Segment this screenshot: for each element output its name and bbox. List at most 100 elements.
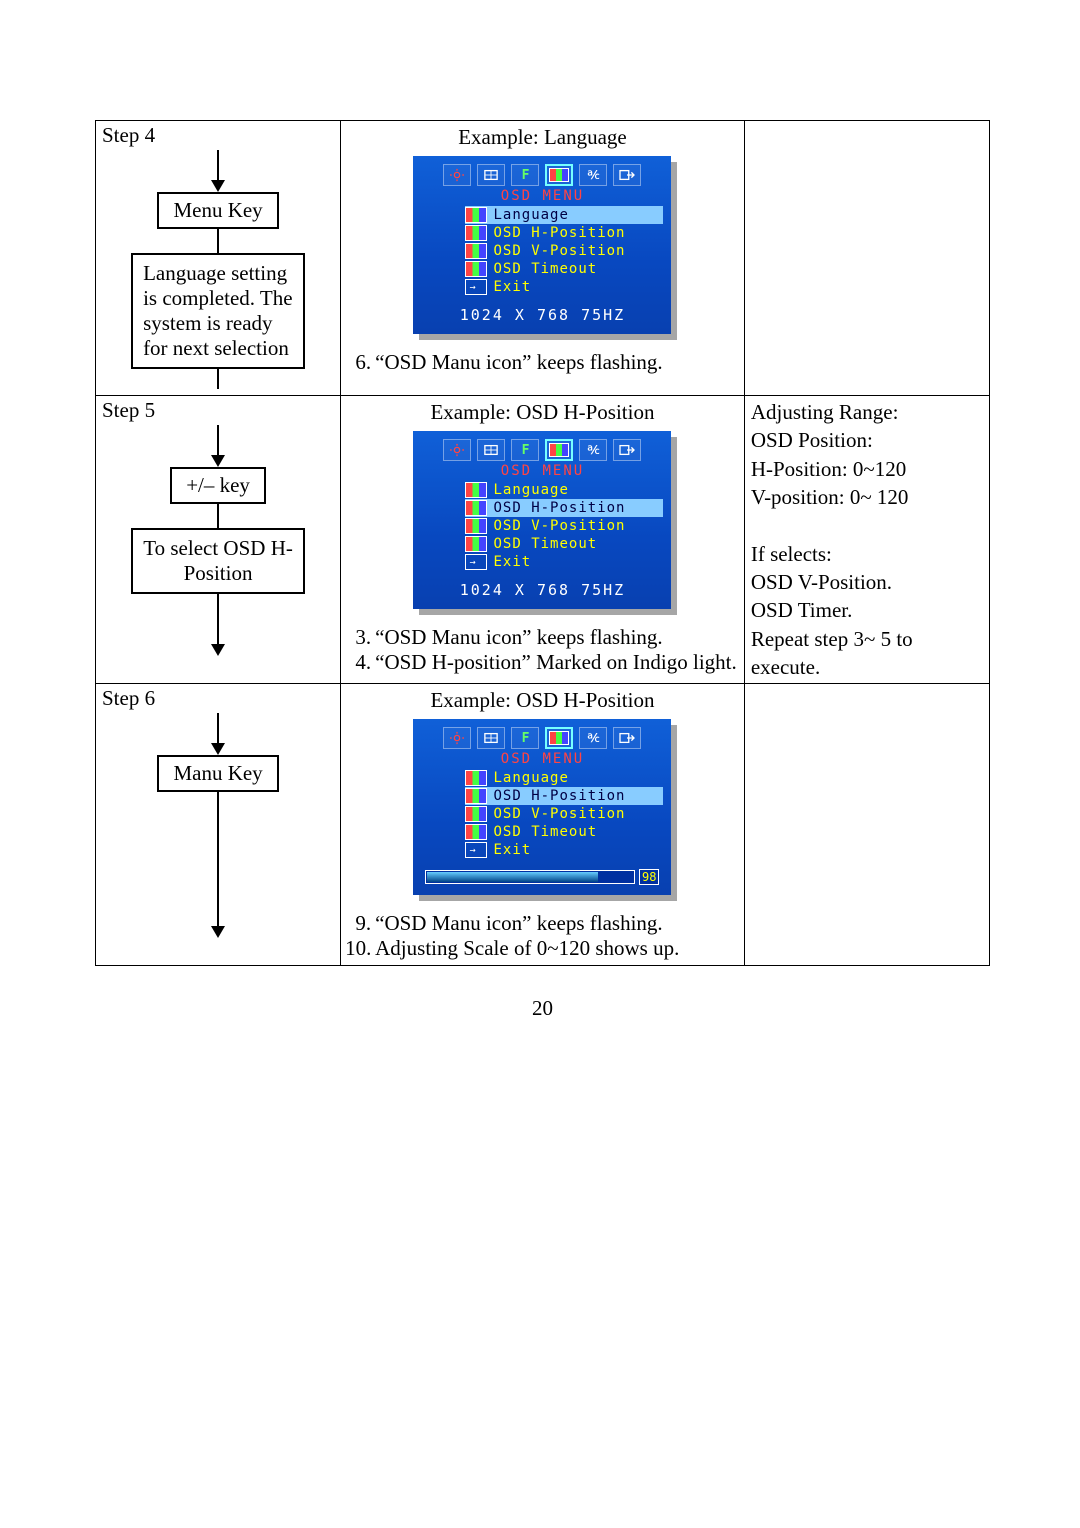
step-label: Step 5 bbox=[102, 398, 334, 423]
osd-top-icon-percent: ℀ bbox=[579, 439, 607, 461]
osd-icon bbox=[465, 824, 487, 840]
osd-item-label: OSD V-Position bbox=[493, 242, 625, 260]
osd-menu-title: OSD MENU bbox=[421, 751, 663, 767]
osd-top-icon-percent: ℀ bbox=[579, 727, 607, 749]
osd-icon-bar: F℀ bbox=[421, 439, 663, 461]
osd-menu-item: Exit bbox=[465, 553, 663, 571]
osd-icon bbox=[465, 518, 487, 534]
osd-menu-item: OSD H-Position bbox=[465, 499, 663, 517]
osd-adjust-bar: 98 bbox=[425, 869, 659, 885]
flowchart: Menu Key Language setting is completed. … bbox=[102, 150, 334, 389]
table-row: Step 6 Manu Key Example: OSD H-Position … bbox=[96, 684, 990, 966]
step-label: Step 6 bbox=[102, 686, 334, 711]
osd-item-label: Language bbox=[493, 481, 568, 499]
osd-menu-item: OSD H-Position bbox=[465, 224, 663, 242]
osd-screenshot: F℀OSD MENULanguageOSD H-PositionOSD V-Po… bbox=[413, 156, 671, 334]
flowchart: +/– key To select OSD H-Position bbox=[102, 425, 334, 656]
example-notes: 3.“OSD Manu icon” keeps flashing.4.“OSD … bbox=[345, 625, 740, 675]
exit-icon bbox=[465, 554, 487, 570]
osd-top-icon-f: F bbox=[511, 164, 539, 186]
osd-menu-item: OSD Timeout bbox=[465, 260, 663, 278]
osd-top-icon-adjust bbox=[477, 439, 505, 461]
flow-key-box: Menu Key bbox=[157, 192, 278, 229]
osd-icon bbox=[465, 207, 487, 223]
right-notes: Adjusting Range:OSD Position:H-Position:… bbox=[745, 396, 989, 683]
osd-item-label: OSD V-Position bbox=[493, 805, 625, 823]
osd-icon bbox=[465, 225, 487, 241]
note-number: 3. bbox=[345, 625, 375, 650]
osd-icon bbox=[465, 500, 487, 516]
osd-top-icon-brightness bbox=[443, 439, 471, 461]
osd-top-icon-osd bbox=[545, 727, 573, 749]
osd-screenshot: F℀OSD MENULanguageOSD H-PositionOSD V-Po… bbox=[413, 431, 671, 609]
example-label: Example: OSD H-Position bbox=[347, 688, 738, 713]
osd-item-label: OSD H-Position bbox=[493, 787, 625, 805]
osd-menu-list: LanguageOSD H-PositionOSD V-PositionOSD … bbox=[421, 206, 663, 296]
note-number: 4. bbox=[345, 650, 375, 675]
osd-menu-item: Language bbox=[465, 206, 663, 224]
osd-top-icon-f: F bbox=[511, 439, 539, 461]
flow-desc-box: To select OSD H-Position bbox=[131, 528, 305, 594]
osd-icon-bar: F℀ bbox=[421, 164, 663, 186]
example-notes: 6.“OSD Manu icon” keeps flashing. bbox=[345, 350, 740, 375]
osd-item-label: OSD H-Position bbox=[493, 224, 625, 242]
osd-icon bbox=[465, 770, 487, 786]
example-label: Example: Language bbox=[347, 125, 738, 150]
osd-item-label: Exit bbox=[493, 841, 531, 859]
osd-top-icon-percent: ℀ bbox=[579, 164, 607, 186]
osd-icon bbox=[465, 788, 487, 804]
osd-icon bbox=[465, 482, 487, 498]
example-label: Example: OSD H-Position bbox=[347, 400, 738, 425]
right-notes bbox=[745, 684, 989, 716]
osd-menu-item: Exit bbox=[465, 841, 663, 859]
osd-top-icon-brightness bbox=[443, 164, 471, 186]
osd-menu-title: OSD MENU bbox=[421, 463, 663, 479]
table-row: Step 5 +/– key To select OSD H-Position … bbox=[96, 396, 990, 684]
flow-key-box: +/– key bbox=[170, 467, 266, 504]
osd-menu-item: OSD Timeout bbox=[465, 535, 663, 553]
osd-item-label: Language bbox=[493, 206, 568, 224]
note-text: “OSD Manu icon” keeps flashing. bbox=[375, 911, 740, 936]
osd-item-label: OSD H-Position bbox=[493, 499, 625, 517]
osd-icon-bar: F℀ bbox=[421, 727, 663, 749]
exit-icon bbox=[465, 279, 487, 295]
osd-item-label: OSD Timeout bbox=[493, 535, 597, 553]
osd-menu-item: OSD V-Position bbox=[465, 805, 663, 823]
osd-top-icon-adjust bbox=[477, 164, 505, 186]
osd-resolution: 1024 X 768 75HZ bbox=[421, 306, 663, 324]
osd-icon bbox=[465, 536, 487, 552]
osd-resolution: 1024 X 768 75HZ bbox=[421, 581, 663, 599]
osd-top-icon-f: F bbox=[511, 727, 539, 749]
osd-menu-item: OSD H-Position bbox=[465, 787, 663, 805]
osd-item-label: OSD Timeout bbox=[493, 823, 597, 841]
osd-icon bbox=[465, 243, 487, 259]
osd-icon bbox=[465, 806, 487, 822]
osd-menu-list: LanguageOSD H-PositionOSD V-PositionOSD … bbox=[421, 769, 663, 859]
note-number: 9. bbox=[345, 911, 375, 936]
table-row: Step 4 Menu Key Language setting is comp… bbox=[96, 121, 990, 396]
osd-item-label: Exit bbox=[493, 553, 531, 571]
osd-top-icon-brightness bbox=[443, 727, 471, 749]
right-notes bbox=[745, 121, 989, 153]
osd-menu-list: LanguageOSD H-PositionOSD V-PositionOSD … bbox=[421, 481, 663, 571]
flow-key-box: Manu Key bbox=[157, 755, 278, 792]
osd-icon bbox=[465, 261, 487, 277]
note-text: “OSD Manu icon” keeps flashing. bbox=[375, 625, 740, 650]
osd-top-icon-osd bbox=[545, 164, 573, 186]
osd-menu-item: Exit bbox=[465, 278, 663, 296]
osd-item-label: Language bbox=[493, 769, 568, 787]
example-notes: 9.“OSD Manu icon” keeps flashing.10.Adju… bbox=[345, 911, 740, 961]
step-label: Step 4 bbox=[102, 123, 334, 148]
page-number: 20 bbox=[95, 996, 990, 1021]
osd-top-icon-osd bbox=[545, 439, 573, 461]
osd-item-label: OSD V-Position bbox=[493, 517, 625, 535]
note-number: 6. bbox=[345, 350, 375, 375]
instruction-table: Step 4 Menu Key Language setting is comp… bbox=[95, 120, 990, 966]
osd-menu-title: OSD MENU bbox=[421, 188, 663, 204]
osd-top-icon-exit bbox=[613, 439, 641, 461]
note-text: “OSD H-position” Marked on Indigo light. bbox=[375, 650, 740, 675]
note-text: “OSD Manu icon” keeps flashing. bbox=[375, 350, 740, 375]
osd-top-icon-adjust bbox=[477, 727, 505, 749]
osd-bar-value: 98 bbox=[639, 869, 659, 885]
osd-item-label: Exit bbox=[493, 278, 531, 296]
